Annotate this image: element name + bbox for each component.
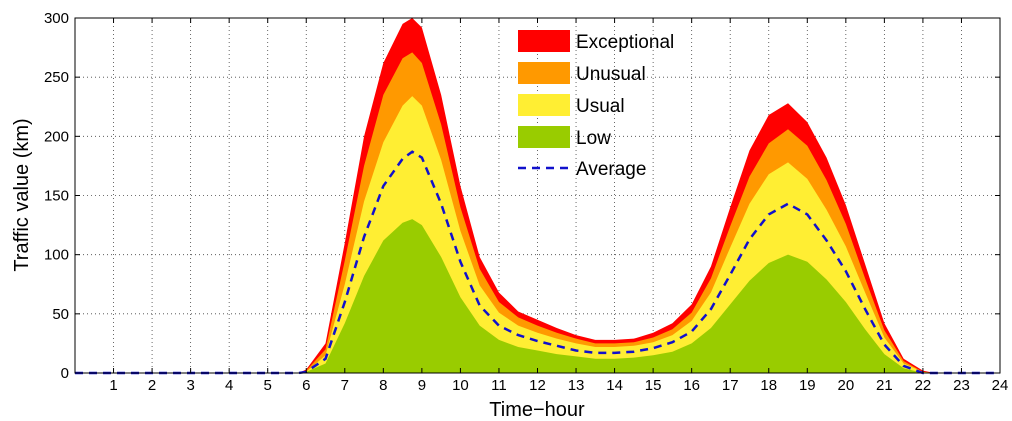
x-axis-label: Time−hour	[489, 399, 585, 421]
legend-swatch-low	[518, 126, 570, 148]
x-tick-label: 11	[491, 377, 507, 394]
area-low	[75, 219, 1000, 373]
x-tick-label: 4	[225, 377, 233, 394]
x-tick-label: 23	[953, 377, 970, 394]
x-tick-label: 21	[876, 377, 893, 394]
x-tick-label: 10	[452, 377, 469, 394]
x-tick-label: 17	[722, 377, 739, 394]
y-tick-label: 250	[44, 69, 69, 86]
x-tick-label: 24	[992, 377, 1009, 394]
y-tick-label: 200	[44, 128, 69, 145]
x-tick-label: 14	[606, 377, 623, 394]
legend-label-unusual: Unusual	[576, 64, 646, 85]
x-tick-label: 2	[148, 377, 156, 394]
x-tick-label: 13	[568, 377, 585, 394]
average-line-group	[75, 150, 1000, 375]
tick-labels: 1 2 3 4 5 6 7 8 9 10 11 12 13 14 15 16 17 18 19 20 21 22 23 240…	[44, 10, 1008, 394]
y-axis-label: Traffic value (km)	[11, 118, 33, 271]
x-tick-label: 16	[683, 377, 700, 394]
y-tick-label: 100	[44, 247, 69, 264]
area-series	[75, 18, 1000, 373]
x-tick-label: 20	[837, 377, 854, 394]
x-tick-label: 6	[302, 377, 310, 394]
ticks	[75, 17, 1001, 374]
x-tick-label: 12	[529, 377, 546, 394]
legend-label-exceptional: Exceptional	[576, 32, 674, 53]
x-tick-label: 3	[186, 377, 194, 394]
legend-label-low: Low	[576, 128, 611, 149]
x-tick-label: 22	[915, 377, 932, 394]
legend-swatch-exceptional	[518, 30, 570, 52]
y-tick-label: 50	[52, 306, 69, 323]
x-tick-label: 1	[109, 377, 117, 394]
x-tick-label: 19	[799, 377, 816, 394]
x-tick-label: 9	[418, 377, 426, 394]
x-tick-label: 8	[379, 377, 387, 394]
x-tick-label: 5	[264, 377, 272, 394]
x-tick-label: 7	[341, 377, 349, 394]
average-line	[75, 150, 1000, 375]
legend-swatch-usual	[518, 94, 570, 116]
y-tick-label: 150	[44, 188, 69, 205]
x-tick-label: 15	[645, 377, 662, 394]
legend-label-usual: Usual	[576, 96, 625, 117]
x-tick-label: 18	[760, 377, 777, 394]
legend: Exceptional Unusual Usual Low Average	[518, 30, 674, 180]
y-tick-label: 300	[44, 10, 69, 27]
legend-label-average: Average	[576, 159, 646, 180]
y-tick-label: 0	[61, 365, 69, 382]
legend-swatch-unusual	[518, 62, 570, 84]
